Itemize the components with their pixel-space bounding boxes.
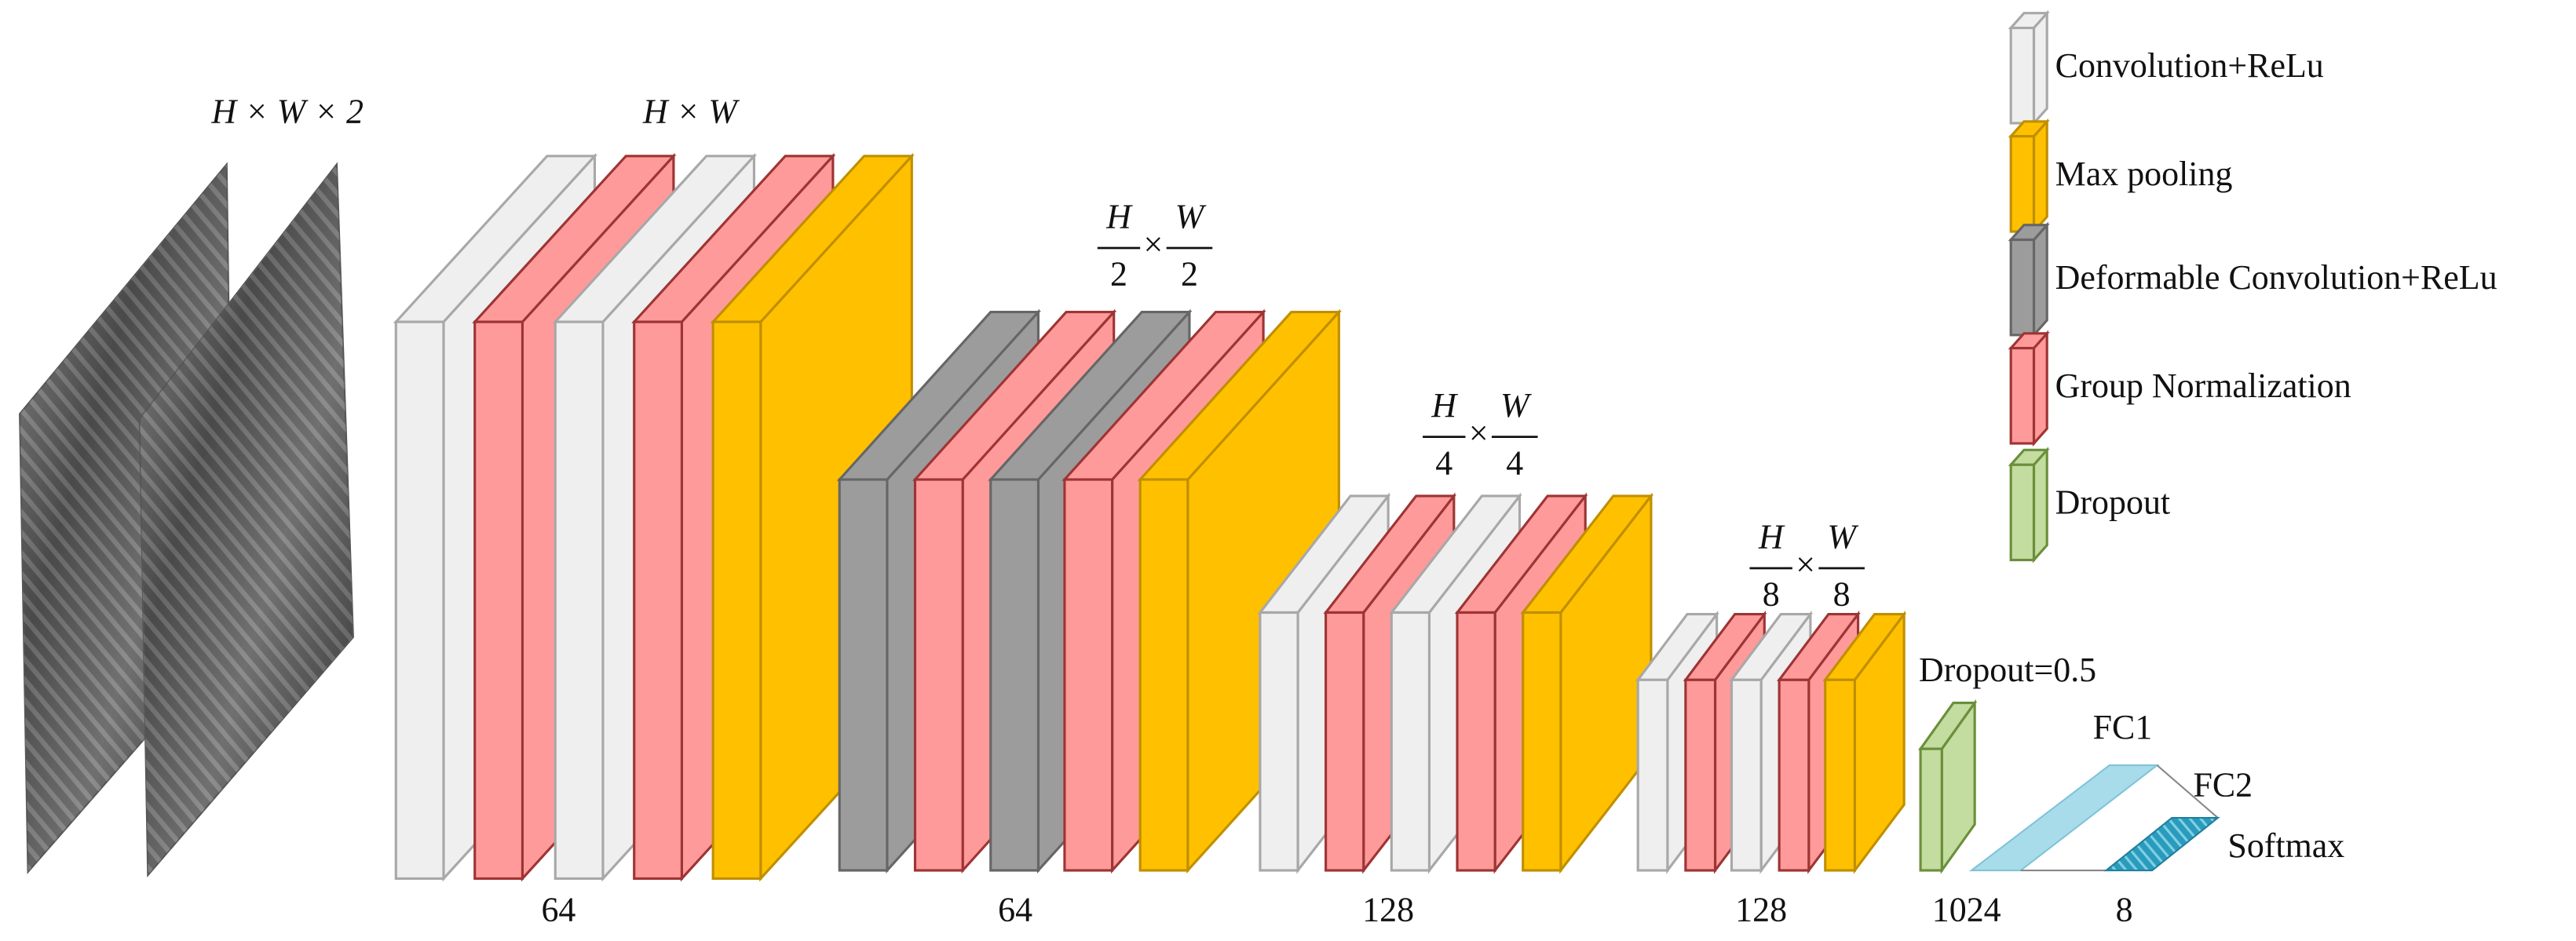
legend-icon: [2008, 221, 2050, 338]
block-front: [2009, 347, 2036, 445]
block-front: [633, 320, 683, 881]
legend-label: Group Normalization: [2055, 367, 2351, 405]
channel-label: 1024: [1932, 891, 2001, 929]
channel-label: 128: [1735, 891, 1787, 929]
fc1-label: FC1: [2093, 708, 2153, 746]
feature-size: H × W: [642, 93, 740, 131]
block-front: [913, 478, 964, 872]
block-front: [1325, 611, 1365, 872]
legend-icon: [2008, 118, 2050, 235]
legend-label: Max pooling: [2055, 155, 2233, 193]
block-front: [1456, 611, 1496, 872]
block-front: [2009, 463, 2036, 562]
dropout-label: Dropout=0.5: [1919, 651, 2096, 689]
block-side: [2032, 9, 2048, 127]
block-front: [2009, 238, 2036, 337]
legend-icon: [2008, 9, 2050, 127]
channel-label: 128: [1362, 891, 1414, 929]
times-sign: ×: [1469, 414, 1489, 453]
block-front: [2009, 135, 2036, 233]
legend-icon: [2008, 447, 2050, 564]
feature-size: H 2 × W 2: [1097, 197, 1213, 294]
input-images: [19, 162, 354, 878]
channel-label: 64: [998, 891, 1032, 929]
block-front: [1390, 611, 1431, 872]
legend-label: Convolution+ReLu: [2055, 46, 2324, 85]
input-size: H × W × 2: [210, 93, 364, 131]
legend-label: Deformable Convolution+ReLu: [2055, 258, 2497, 297]
fc-connector: [2156, 764, 2219, 819]
block-front: [1063, 478, 1114, 872]
fraction-numerator: H: [1431, 386, 1458, 425]
block-front: [1919, 747, 1943, 872]
block-front: [2009, 27, 2036, 125]
softmax-layer: [2103, 817, 2220, 872]
times-sign: ×: [1796, 545, 1815, 584]
block-front: [473, 320, 524, 881]
block-side: [2032, 330, 2048, 447]
block-side: [2032, 447, 2048, 564]
channel-label: 64: [541, 891, 575, 929]
fc2-label: FC2: [2193, 765, 2253, 804]
fraction-numerator: W: [1175, 197, 1207, 235]
fraction-denominator: 2: [1110, 255, 1127, 294]
block-front: [1522, 611, 1562, 872]
layer-block: [1822, 610, 1907, 874]
input-texture: [139, 164, 353, 876]
dropout-block: [1918, 698, 1978, 874]
fraction-numerator: W: [1500, 386, 1532, 425]
legend-icon: [2008, 330, 2050, 447]
feature-size: H 8 × W 8: [1749, 518, 1865, 614]
fraction-numerator: H: [1105, 197, 1133, 235]
block-front: [711, 320, 762, 881]
fraction-denominator: 8: [1833, 575, 1851, 614]
feature-size: H 4 × W 4: [1423, 386, 1538, 482]
channel-label: 8: [2116, 891, 2133, 929]
block-front: [838, 478, 889, 872]
fraction-denominator: 4: [1506, 443, 1523, 482]
legend-label: Dropout: [2055, 483, 2170, 522]
times-sign: ×: [1144, 225, 1164, 264]
fraction-denominator: 8: [1763, 575, 1780, 614]
block-front: [1778, 678, 1811, 872]
block-side: [2032, 221, 2048, 338]
block-front: [1730, 678, 1763, 872]
block-front: [1259, 611, 1299, 872]
block-side: [2032, 118, 2048, 235]
softmax-label: Softmax: [2227, 826, 2344, 865]
block-front: [1684, 678, 1717, 872]
layer-block: [1520, 492, 1654, 874]
fraction-numerator: W: [1827, 518, 1858, 556]
fraction-numerator: H: [1758, 518, 1785, 556]
block-front: [1824, 678, 1856, 872]
block-front: [989, 478, 1040, 872]
fraction-denominator: 4: [1435, 443, 1452, 482]
block-front: [554, 320, 605, 881]
block-front: [394, 320, 445, 881]
block-front: [1138, 478, 1189, 872]
block-front: [1636, 678, 1669, 872]
fraction-denominator: 2: [1181, 255, 1198, 294]
